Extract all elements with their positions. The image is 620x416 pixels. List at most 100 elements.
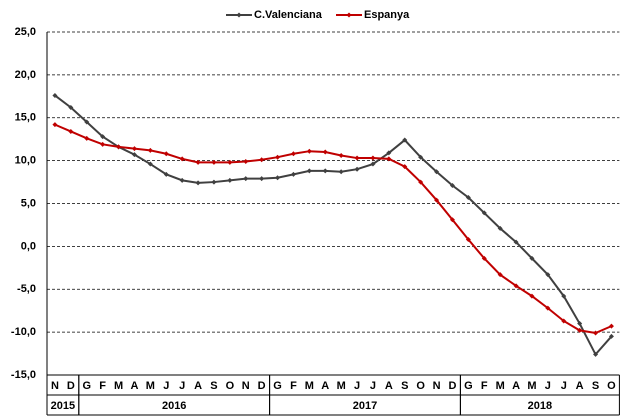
x-tick-label: S <box>592 380 599 392</box>
x-tick-label: J <box>545 380 551 392</box>
y-tick-label: 25,0 <box>15 26 36 38</box>
data-point <box>529 255 535 261</box>
x-tick-label: M <box>337 380 346 392</box>
data-point <box>545 305 551 311</box>
year-label: 2017 <box>353 400 377 412</box>
data-point <box>322 149 328 155</box>
data-point <box>370 155 376 161</box>
x-tick-label: N <box>433 380 441 392</box>
data-point <box>497 225 503 231</box>
x-tick-label: A <box>321 380 329 392</box>
data-point <box>259 157 265 163</box>
data-point <box>84 119 90 125</box>
data-point <box>116 144 122 150</box>
data-point <box>529 293 535 299</box>
data-point <box>402 164 408 170</box>
x-tick-label: M <box>146 380 155 392</box>
data-point <box>243 158 249 164</box>
series-line <box>54 94 613 357</box>
data-point <box>497 272 503 278</box>
x-tick-label: G <box>273 380 282 392</box>
data-point <box>449 182 455 188</box>
data-point <box>147 147 153 153</box>
data-point <box>354 166 360 172</box>
y-tick-label: 0,0 <box>21 240 36 252</box>
data-point <box>306 148 312 154</box>
x-tick-label: J <box>179 380 185 392</box>
y-tick-label: -15,0 <box>11 369 36 381</box>
data-point <box>418 154 424 160</box>
data-point <box>163 171 169 177</box>
data-point <box>290 171 296 177</box>
x-tick-label: M <box>305 380 314 392</box>
data-point <box>52 92 58 98</box>
data-point <box>449 217 455 223</box>
data-point <box>608 323 614 329</box>
data-point <box>434 197 440 203</box>
data-point <box>593 330 599 336</box>
x-tick-label: G <box>82 380 91 392</box>
x-tick-label: A <box>194 380 202 392</box>
year-label: 2018 <box>528 400 552 412</box>
x-tick-label: M <box>114 380 123 392</box>
data-point <box>179 156 185 162</box>
x-tick-label: S <box>401 380 408 392</box>
data-point <box>179 177 185 183</box>
x-tick-label: N <box>242 380 250 392</box>
data-point <box>259 176 265 182</box>
series-line <box>54 123 612 335</box>
x-tick-label: D <box>67 380 75 392</box>
data-point <box>402 137 408 143</box>
x-tick-label: O <box>416 380 425 392</box>
data-point <box>52 122 58 128</box>
legend-marker <box>346 12 352 18</box>
y-tick-label: -5,0 <box>17 283 36 295</box>
data-point <box>275 175 281 181</box>
data-point <box>434 169 440 175</box>
data-point <box>561 293 567 299</box>
x-tick-label: A <box>385 380 393 392</box>
legend-label: C.Valenciana <box>254 9 323 21</box>
data-point <box>275 154 281 160</box>
x-tick-label: J <box>163 380 169 392</box>
x-tick-label: O <box>607 380 616 392</box>
year-label: 2016 <box>162 400 186 412</box>
data-point <box>100 141 106 147</box>
data-point <box>195 180 201 186</box>
x-tick-label: F <box>99 380 106 392</box>
data-point <box>608 333 614 339</box>
legend-marker <box>236 12 242 18</box>
x-tick-label: A <box>512 380 520 392</box>
x-tick-label: J <box>354 380 360 392</box>
data-point <box>290 151 296 157</box>
data-point <box>227 177 233 183</box>
x-tick-label: O <box>226 380 235 392</box>
x-tick-label: F <box>290 380 297 392</box>
y-tick-label: 10,0 <box>15 155 36 167</box>
data-point <box>68 128 74 134</box>
x-tick-label: D <box>448 380 456 392</box>
data-point <box>513 283 519 289</box>
data-point <box>131 146 137 152</box>
data-point <box>243 176 249 182</box>
year-label: 2015 <box>51 400 75 412</box>
data-point <box>481 255 487 261</box>
x-tick-label: F <box>481 380 488 392</box>
data-point <box>465 194 471 200</box>
data-point <box>561 318 567 324</box>
x-tick-label: S <box>210 380 217 392</box>
data-point <box>322 168 328 174</box>
x-tick-label: A <box>576 380 584 392</box>
data-point <box>354 155 360 161</box>
data-point <box>68 104 74 110</box>
data-point <box>577 327 583 333</box>
data-point <box>386 156 392 162</box>
data-point <box>465 237 471 243</box>
data-point <box>370 161 376 167</box>
data-point <box>211 159 217 165</box>
y-tick-label: 15,0 <box>15 112 36 124</box>
data-point <box>100 134 106 140</box>
x-tick-label: J <box>370 380 376 392</box>
x-tick-label: M <box>496 380 505 392</box>
